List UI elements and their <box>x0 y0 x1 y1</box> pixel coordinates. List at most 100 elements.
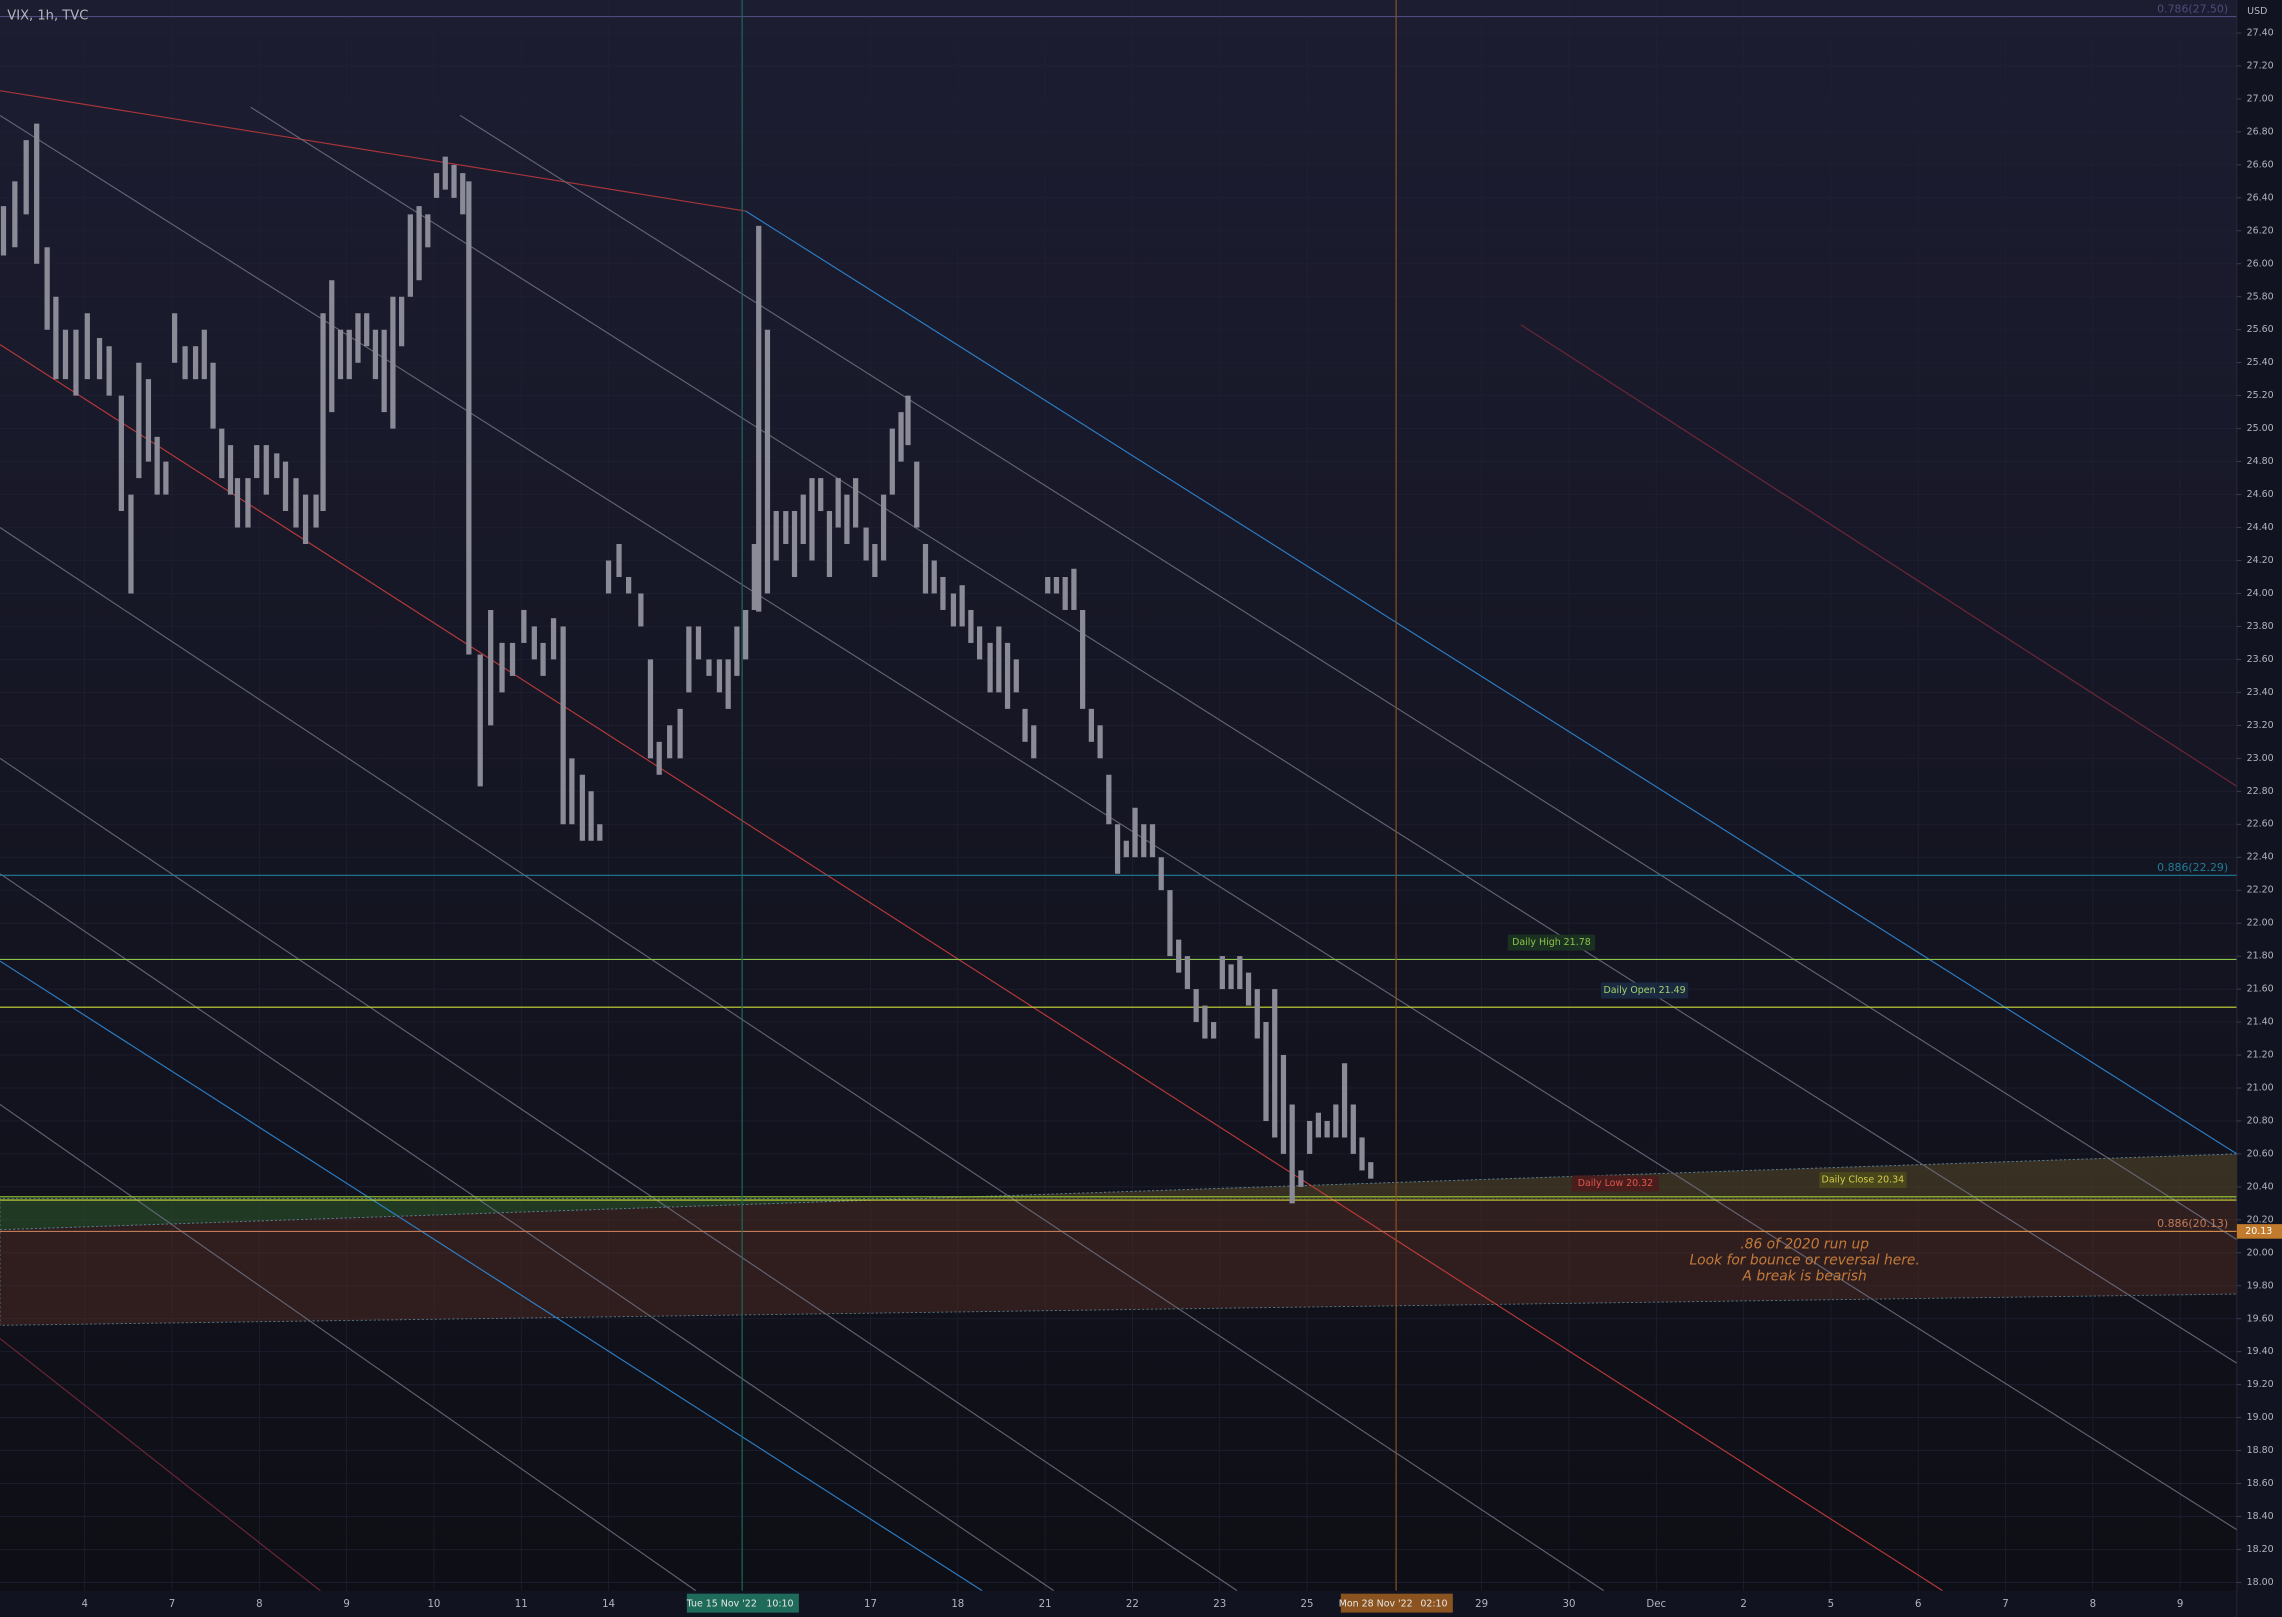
level-label: 0.786(27.50) <box>2157 2 2228 15</box>
y-tick-label: 20.20 <box>2247 1214 2274 1225</box>
y-tick-label: 19.00 <box>2247 1412 2274 1423</box>
y-tick-label: 18.80 <box>2247 1445 2274 1456</box>
trendline <box>0 1338 321 1592</box>
trendline <box>0 344 1943 1592</box>
level-label: Daily High 21.78 <box>1512 937 1591 948</box>
y-tick-label: 24.00 <box>2247 588 2274 599</box>
y-tick-label: 25.20 <box>2247 390 2274 401</box>
y-tick-label: 20.00 <box>2247 1247 2274 1258</box>
y-tick-label: 25.60 <box>2247 324 2274 335</box>
trendlines <box>0 90 2238 1592</box>
y-tick-label: 18.00 <box>2247 1577 2274 1588</box>
crosshair-time: 10:10 <box>766 1598 793 1609</box>
x-tick-label: 2 <box>1740 1599 1746 1610</box>
x-tick-label: 10 <box>427 1599 440 1610</box>
x-tick-label: 23 <box>1213 1599 1226 1610</box>
y-tick-label: 25.40 <box>2247 357 2274 368</box>
level-tag <box>1600 982 1689 999</box>
x-tick-label: 5 <box>1828 1599 1834 1610</box>
trendline <box>0 90 746 212</box>
y-tick-label: 22.20 <box>2247 885 2274 896</box>
x-tick-label: 30 <box>1562 1599 1575 1610</box>
crosshair-date: Tue 15 Nov '22 <box>686 1598 757 1609</box>
y-axis-panel <box>2236 0 2282 1617</box>
crosshair-date: Mon 28 Nov '22 <box>1339 1598 1413 1609</box>
y-tick-label: 24.80 <box>2247 456 2274 467</box>
x-axis-panel <box>0 1590 2282 1617</box>
y-tick-label: 23.00 <box>2247 753 2274 764</box>
x-tick-label: 25 <box>1301 1599 1314 1610</box>
level-label: Daily Close 20.34 <box>1822 1175 1905 1186</box>
y-tick-label: 27.20 <box>2247 60 2274 71</box>
levels: 0.786(27.50) 0.886(22.29) Daily High 21.78… <box>0 2 2237 1284</box>
annotation: Look for bounce or reversal here. <box>1689 1252 1919 1268</box>
crosshair-tag <box>686 1593 799 1613</box>
y-tick-label: 21.40 <box>2247 1017 2274 1028</box>
y-tick-label: 26.20 <box>2247 225 2274 236</box>
x-tick-label: 8 <box>2090 1599 2096 1610</box>
y-tick-label: 21.60 <box>2247 984 2274 995</box>
y-tick-label: 19.20 <box>2247 1379 2274 1390</box>
y-tick-label: 25.00 <box>2247 423 2274 434</box>
y-tick-label: 26.40 <box>2247 192 2274 203</box>
trendline <box>1520 324 2238 787</box>
y-tick-label: 24.40 <box>2247 522 2274 533</box>
y-tick-label: 23.40 <box>2247 687 2274 698</box>
y-tick-label: 24.20 <box>2247 555 2274 566</box>
level-tag <box>1819 1172 1907 1189</box>
level-label: 0.886(20.13) <box>2157 1217 2228 1230</box>
y-tick-label: 18.40 <box>2247 1511 2274 1522</box>
trendline <box>745 210 2238 1155</box>
level-label: Daily Low 20.32 <box>1578 1178 1653 1189</box>
chart-title: VIX, 1h, TVC <box>7 9 88 24</box>
crosshair-time: 02:10 <box>1420 1598 1447 1609</box>
y-tick-label: 24.60 <box>2247 489 2274 500</box>
y-tick-label: 19.80 <box>2247 1280 2274 1291</box>
currency: USD <box>2247 6 2267 17</box>
trendline <box>0 1103 697 1592</box>
crosshairs <box>741 0 1397 1591</box>
bars <box>0 123 1374 1204</box>
x-tick-label: 6 <box>1915 1599 1921 1610</box>
y-tick-label: 26.80 <box>2247 126 2274 137</box>
y-tick-label: 20.60 <box>2247 1148 2274 1159</box>
level-label: Daily Open 21.49 <box>1603 985 1685 996</box>
y-tick-label: 18.20 <box>2247 1544 2274 1555</box>
annotation: .86 of 2020 run up <box>1740 1236 1869 1252</box>
x-tick-label: 29 <box>1475 1599 1488 1610</box>
y-tick-label: 21.80 <box>2247 951 2274 962</box>
x-tick-label: 4 <box>81 1599 87 1610</box>
y-tick-label: 21.20 <box>2247 1050 2274 1061</box>
x-tick-label: 8 <box>256 1599 262 1610</box>
y-tick-label: 19.40 <box>2247 1346 2274 1357</box>
last-price-label: 20.13 <box>2245 1226 2272 1237</box>
axes: 18.00 18.20 18.40 18.60 18.80 19.00 19.20 19.40… <box>81 28 2282 1613</box>
annotation: A break is bearish <box>1742 1268 1867 1284</box>
y-tick-label: 22.80 <box>2247 786 2274 797</box>
y-tick-label: 18.60 <box>2247 1478 2274 1489</box>
trendline <box>0 960 983 1592</box>
x-tick-label: 14 <box>602 1599 615 1610</box>
x-tick-label: 7 <box>2002 1599 2008 1610</box>
x-tick-label: 18 <box>951 1599 964 1610</box>
x-tick-label: 21 <box>1039 1599 1052 1610</box>
y-tick-label: 25.80 <box>2247 291 2274 302</box>
crosshair-tag <box>1340 1593 1453 1613</box>
x-tick-label: 22 <box>1126 1599 1139 1610</box>
y-tick-label: 19.60 <box>2247 1313 2274 1324</box>
y-tick-label: 22.40 <box>2247 852 2274 863</box>
x-tick-label: 9 <box>2177 1599 2183 1610</box>
y-tick-label: 26.60 <box>2247 159 2274 170</box>
y-tick-label: 20.80 <box>2247 1115 2274 1126</box>
level-tag <box>1571 1175 1660 1192</box>
level-label: 0.886(22.29) <box>2157 861 2228 874</box>
y-tick-label: 23.80 <box>2247 621 2274 632</box>
y-tick-label: 26.00 <box>2247 258 2274 269</box>
y-tick-label: 27.00 <box>2247 93 2274 104</box>
y-tick-label: 22.60 <box>2247 819 2274 830</box>
x-tick-label: 9 <box>343 1599 349 1610</box>
y-tick-label: 23.20 <box>2247 720 2274 731</box>
